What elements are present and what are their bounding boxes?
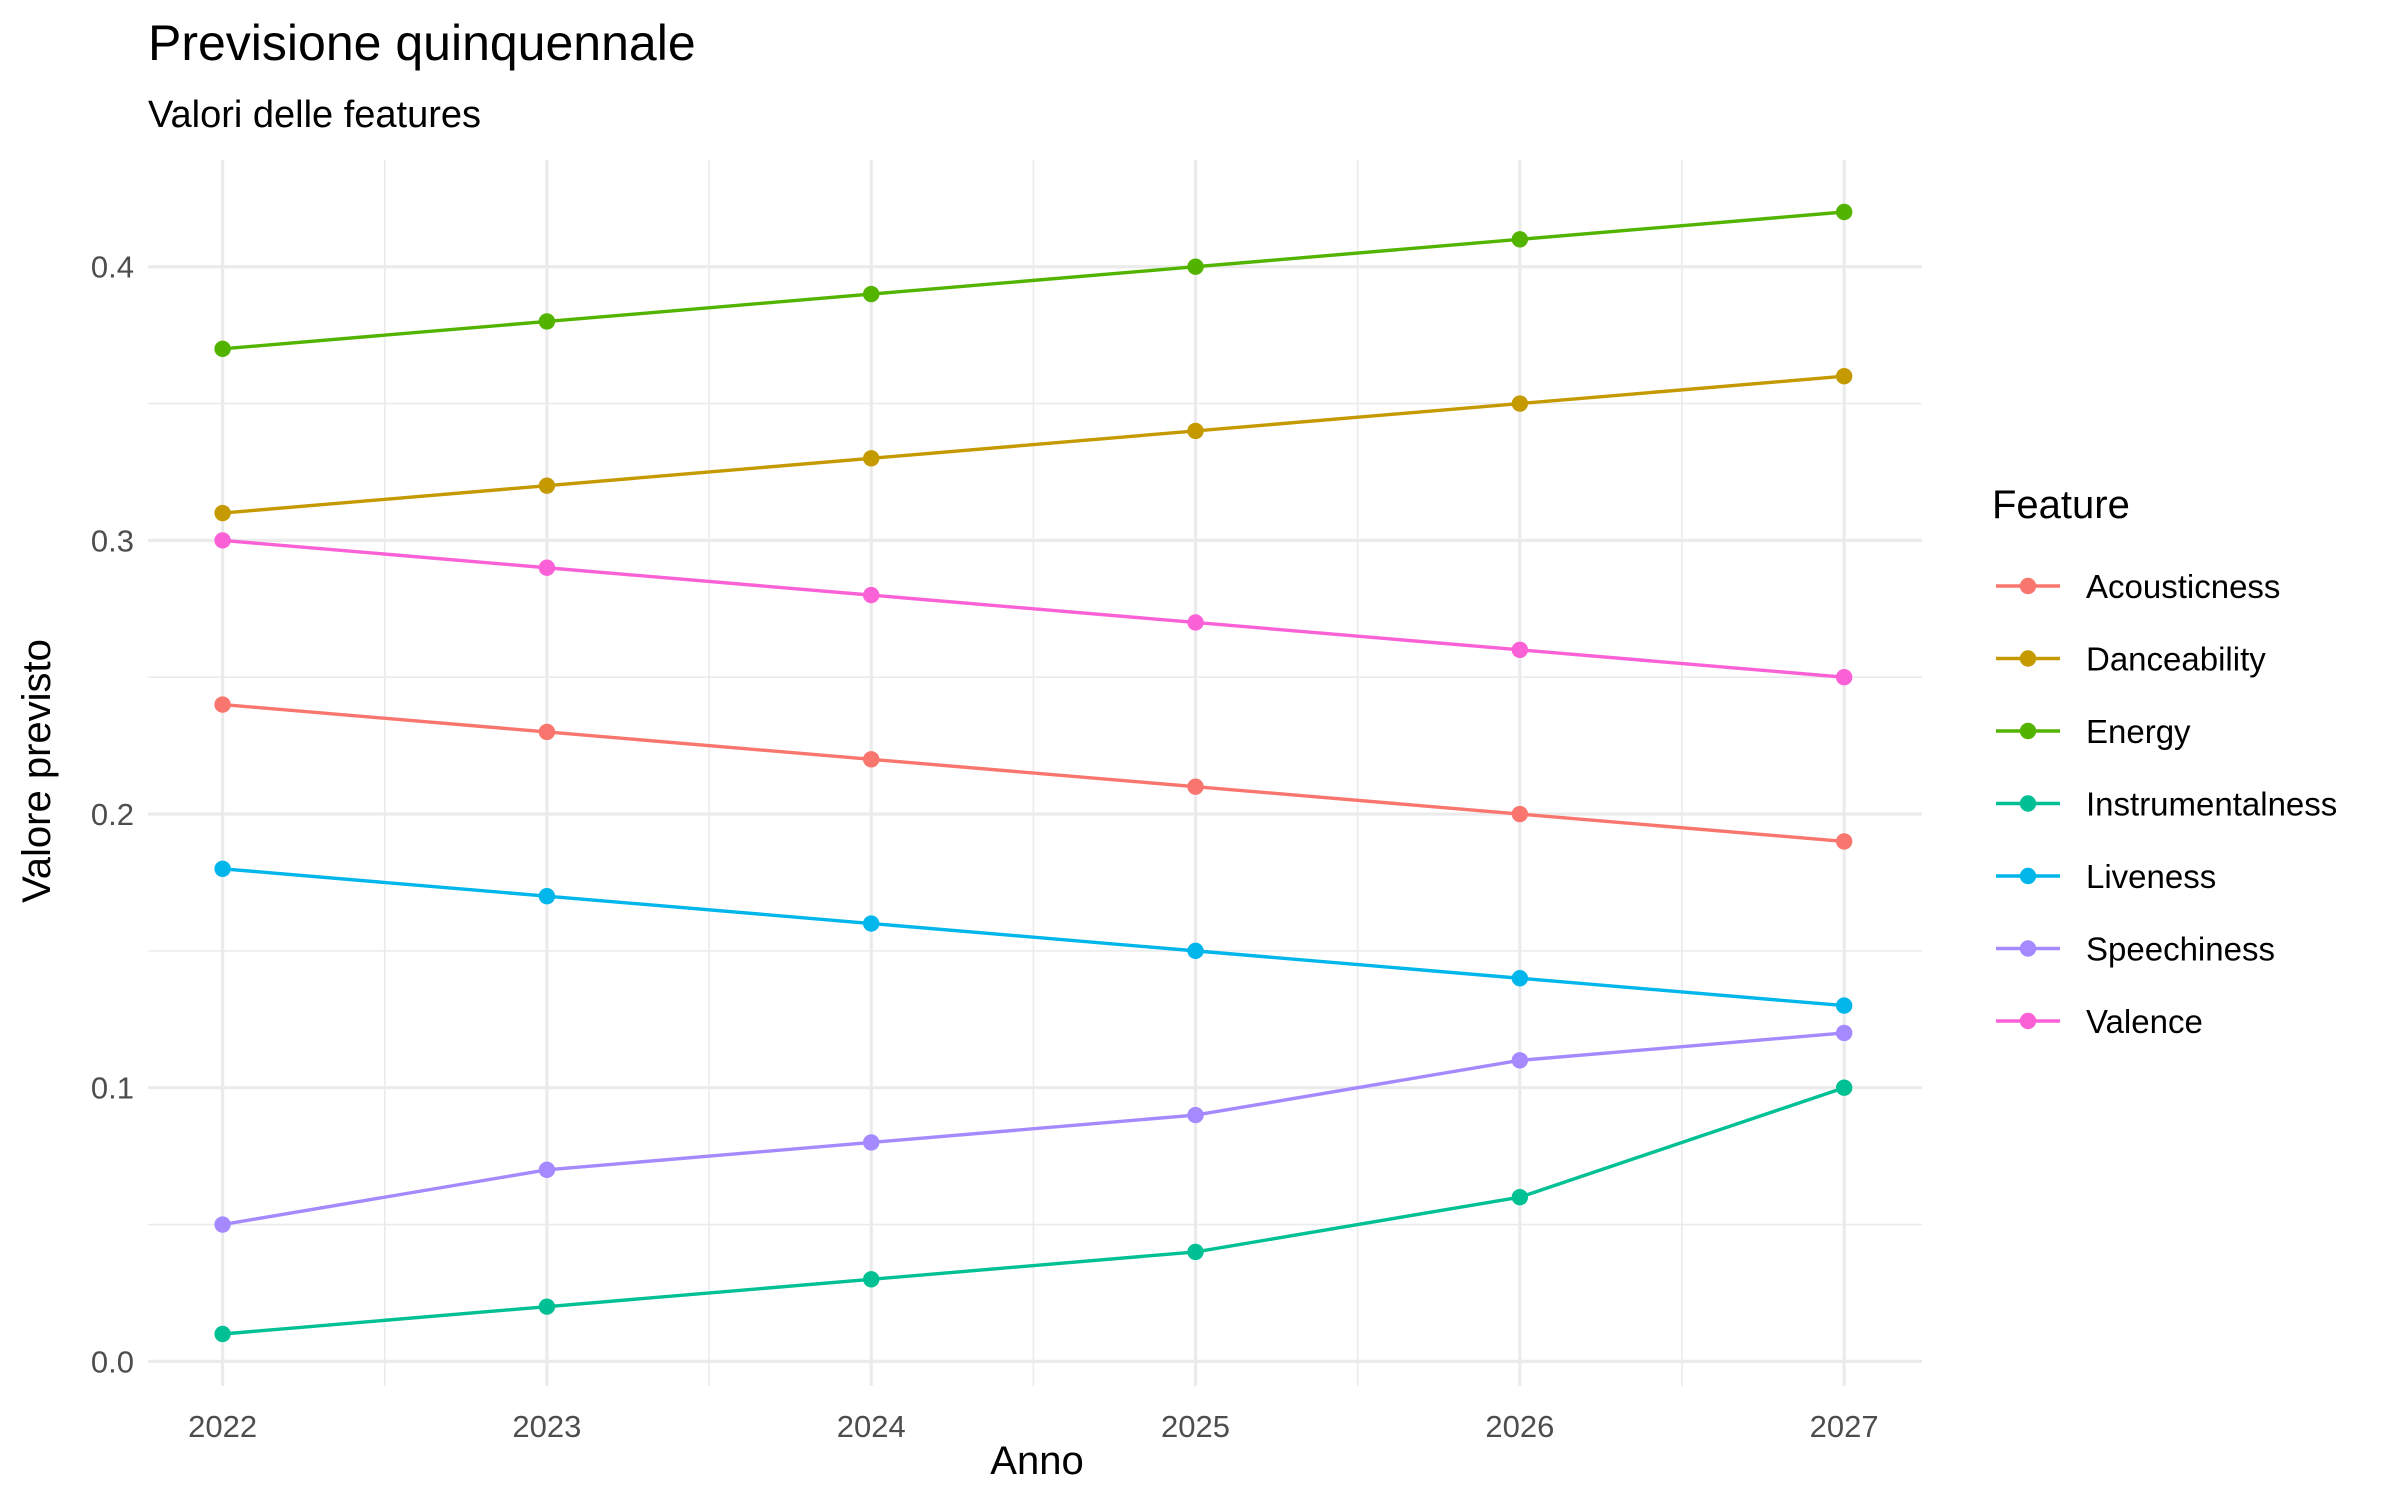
series-layer xyxy=(214,203,1853,1343)
legend-label: Acousticness xyxy=(2086,568,2280,605)
data-point-speechiness xyxy=(538,1161,556,1179)
data-point-instrumentalness xyxy=(1187,1243,1204,1261)
data-point-energy xyxy=(863,285,880,303)
data-point-danceability xyxy=(538,477,556,494)
data-point-instrumentalness xyxy=(538,1298,556,1315)
legend-item-speechiness: Speechiness xyxy=(1996,931,2275,968)
data-point-energy xyxy=(214,340,231,358)
data-point-danceability xyxy=(1835,367,1853,385)
series-liveness xyxy=(214,860,1853,1014)
series-line-liveness xyxy=(222,867,1845,1008)
data-point-acousticness xyxy=(1835,833,1853,850)
data-point-acousticness xyxy=(1187,778,1204,795)
legend-label: Speechiness xyxy=(2086,931,2275,968)
x-axis-title: Anno xyxy=(990,1439,1083,1483)
data-point-speechiness xyxy=(1511,1052,1529,1069)
data-point-danceability xyxy=(214,504,231,522)
data-point-danceability xyxy=(863,450,880,467)
legend-key-point xyxy=(2019,722,2037,740)
series-speechiness xyxy=(214,1024,1853,1233)
data-point-valence xyxy=(863,586,880,604)
series-line-acousticness xyxy=(222,702,1845,844)
legend-item-energy: Energy xyxy=(1996,713,2191,750)
x-tick-label: 2024 xyxy=(837,1409,906,1444)
data-point-liveness xyxy=(1835,997,1853,1014)
x-tick-label: 2026 xyxy=(1485,1409,1554,1444)
data-point-speechiness xyxy=(214,1216,231,1233)
data-point-instrumentalness xyxy=(214,1325,231,1343)
legend-item-instrumentalness: Instrumentalness xyxy=(1996,786,2337,823)
data-point-liveness xyxy=(214,860,231,877)
data-point-liveness xyxy=(863,915,880,932)
data-point-valence xyxy=(214,532,231,549)
data-point-liveness xyxy=(1187,942,1204,960)
data-point-instrumentalness xyxy=(863,1271,880,1288)
legend-label: Liveness xyxy=(2086,858,2216,895)
legend-key-point xyxy=(2019,795,2037,812)
legend-item-acousticness: Acousticness xyxy=(1996,568,2280,605)
data-point-energy xyxy=(538,313,556,330)
data-point-energy xyxy=(1187,258,1204,275)
data-point-danceability xyxy=(1187,422,1204,440)
legend-item-valence: Valence xyxy=(1996,1003,2203,1040)
legend-key-point xyxy=(2019,577,2037,595)
legend-label: Energy xyxy=(2086,713,2191,750)
data-point-energy xyxy=(1835,203,1853,221)
data-point-liveness xyxy=(538,887,556,905)
legend-key-point xyxy=(2019,650,2037,667)
series-danceability xyxy=(214,367,1853,522)
data-point-valence xyxy=(538,559,556,576)
y-tick-label: 0.4 xyxy=(91,250,134,285)
legend-key-point xyxy=(2019,940,2037,957)
data-point-valence xyxy=(1835,669,1853,686)
legend-label: Danceability xyxy=(2086,641,2266,678)
legend: Feature Acousticness Danceability Energy Ins… xyxy=(1992,483,2337,1040)
data-point-speechiness xyxy=(863,1134,880,1151)
data-point-danceability xyxy=(1511,395,1529,412)
legend-item-liveness: Liveness xyxy=(1996,858,2216,895)
series-line-energy xyxy=(222,210,1845,351)
data-point-liveness xyxy=(1511,970,1529,987)
series-energy xyxy=(214,203,1853,358)
y-tick-label: 0.3 xyxy=(91,523,134,558)
chart-title: Previsione quinquennale xyxy=(148,15,696,71)
data-point-acousticness xyxy=(538,723,556,741)
legend-item-danceability: Danceability xyxy=(1996,641,2266,678)
legend-label: Valence xyxy=(2086,1003,2203,1040)
legend-key-point xyxy=(2019,1012,2037,1030)
series-line-valence xyxy=(222,538,1845,679)
data-point-acousticness xyxy=(214,696,231,713)
series-instrumentalness xyxy=(214,1079,1853,1343)
legend-key-point xyxy=(2019,867,2037,885)
x-tick-label: 2022 xyxy=(188,1409,257,1444)
series-line-speechiness xyxy=(222,1031,1845,1227)
data-point-acousticness xyxy=(863,751,880,768)
y-tick-label: 0.0 xyxy=(91,1344,134,1379)
data-point-speechiness xyxy=(1187,1106,1204,1124)
data-point-speechiness xyxy=(1835,1024,1853,1042)
x-tick-label: 2023 xyxy=(512,1409,581,1444)
data-point-energy xyxy=(1511,231,1529,248)
axis-labels: 2022 2023 2024 2025 2026 2027 0.0 0.1 0.2 0.3 0.4 xyxy=(91,250,1879,1444)
series-line-danceability xyxy=(222,374,1845,515)
y-tick-label: 0.1 xyxy=(91,1071,134,1106)
legend-label: Instrumentalness xyxy=(2086,786,2337,823)
y-tick-label: 0.2 xyxy=(91,797,134,832)
data-point-valence xyxy=(1187,614,1204,631)
data-point-instrumentalness xyxy=(1511,1188,1529,1206)
data-point-valence xyxy=(1511,641,1529,659)
x-tick-label: 2027 xyxy=(1810,1409,1879,1444)
series-acousticness xyxy=(214,696,1853,850)
data-point-acousticness xyxy=(1511,805,1529,823)
legend-title: Feature xyxy=(1992,483,2130,527)
data-point-instrumentalness xyxy=(1835,1079,1853,1096)
y-axis-title: Valore previsto xyxy=(15,639,59,903)
series-line-instrumentalness xyxy=(222,1086,1845,1336)
series-valence xyxy=(214,532,1853,686)
chart-subtitle: Valori delle features xyxy=(148,94,481,136)
x-tick-label: 2025 xyxy=(1161,1409,1230,1444)
grid-lines xyxy=(148,160,1922,1386)
